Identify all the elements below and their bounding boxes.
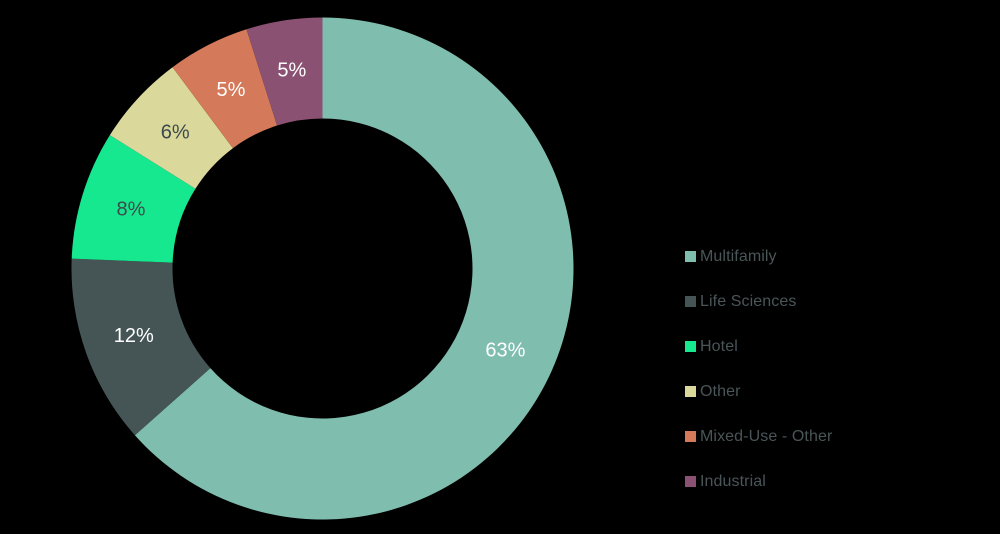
legend-swatch-mixed-use-other — [685, 431, 696, 442]
legend-label: Mixed-Use - Other — [700, 427, 833, 445]
donut-slices — [71, 17, 574, 520]
slice-label-hotel: 8% — [116, 198, 145, 220]
slice-label-life-sciences: 12% — [114, 325, 154, 347]
donut-slice-labels: 63% 12% 8% 6% 5% 5% — [114, 59, 526, 361]
legend-label: Multifamily — [700, 247, 777, 265]
slice-multifamily[interactable] — [134, 17, 574, 520]
slice-label-multifamily: 63% — [485, 340, 525, 362]
legend-swatch-life-sciences — [685, 296, 696, 307]
slice-label-mixed-use-other: 5% — [217, 79, 246, 101]
slice-mixed-use-other[interactable] — [172, 29, 278, 149]
slice-hotel[interactable] — [71, 135, 196, 263]
legend-swatch-hotel — [685, 341, 696, 352]
slice-label-other: 6% — [161, 122, 190, 144]
slice-label-industrial: 5% — [277, 59, 306, 81]
legend-label: Hotel — [700, 337, 738, 355]
slice-other[interactable] — [109, 67, 233, 189]
legend-swatch-multifamily — [685, 251, 696, 262]
legend-label: Industrial — [700, 472, 766, 490]
legend-label: Other — [700, 382, 741, 400]
legend-swatch-other — [685, 386, 696, 397]
chart-legend: Multifamily Life Sciences Hotel Other Mi… — [685, 244, 832, 514]
legend-item-multifamily[interactable]: Multifamily — [685, 244, 832, 269]
legend-label: Life Sciences — [700, 292, 797, 310]
legend-item-mixed-use-other[interactable]: Mixed-Use - Other — [685, 424, 832, 449]
legend-item-life-sciences[interactable]: Life Sciences — [685, 289, 832, 314]
slice-life-sciences[interactable] — [71, 258, 211, 436]
legend-item-other[interactable]: Other — [685, 379, 832, 404]
legend-item-industrial[interactable]: Industrial — [685, 469, 832, 494]
legend-item-hotel[interactable]: Hotel — [685, 334, 832, 359]
slice-industrial[interactable] — [246, 17, 323, 126]
legend-swatch-industrial — [685, 476, 696, 487]
